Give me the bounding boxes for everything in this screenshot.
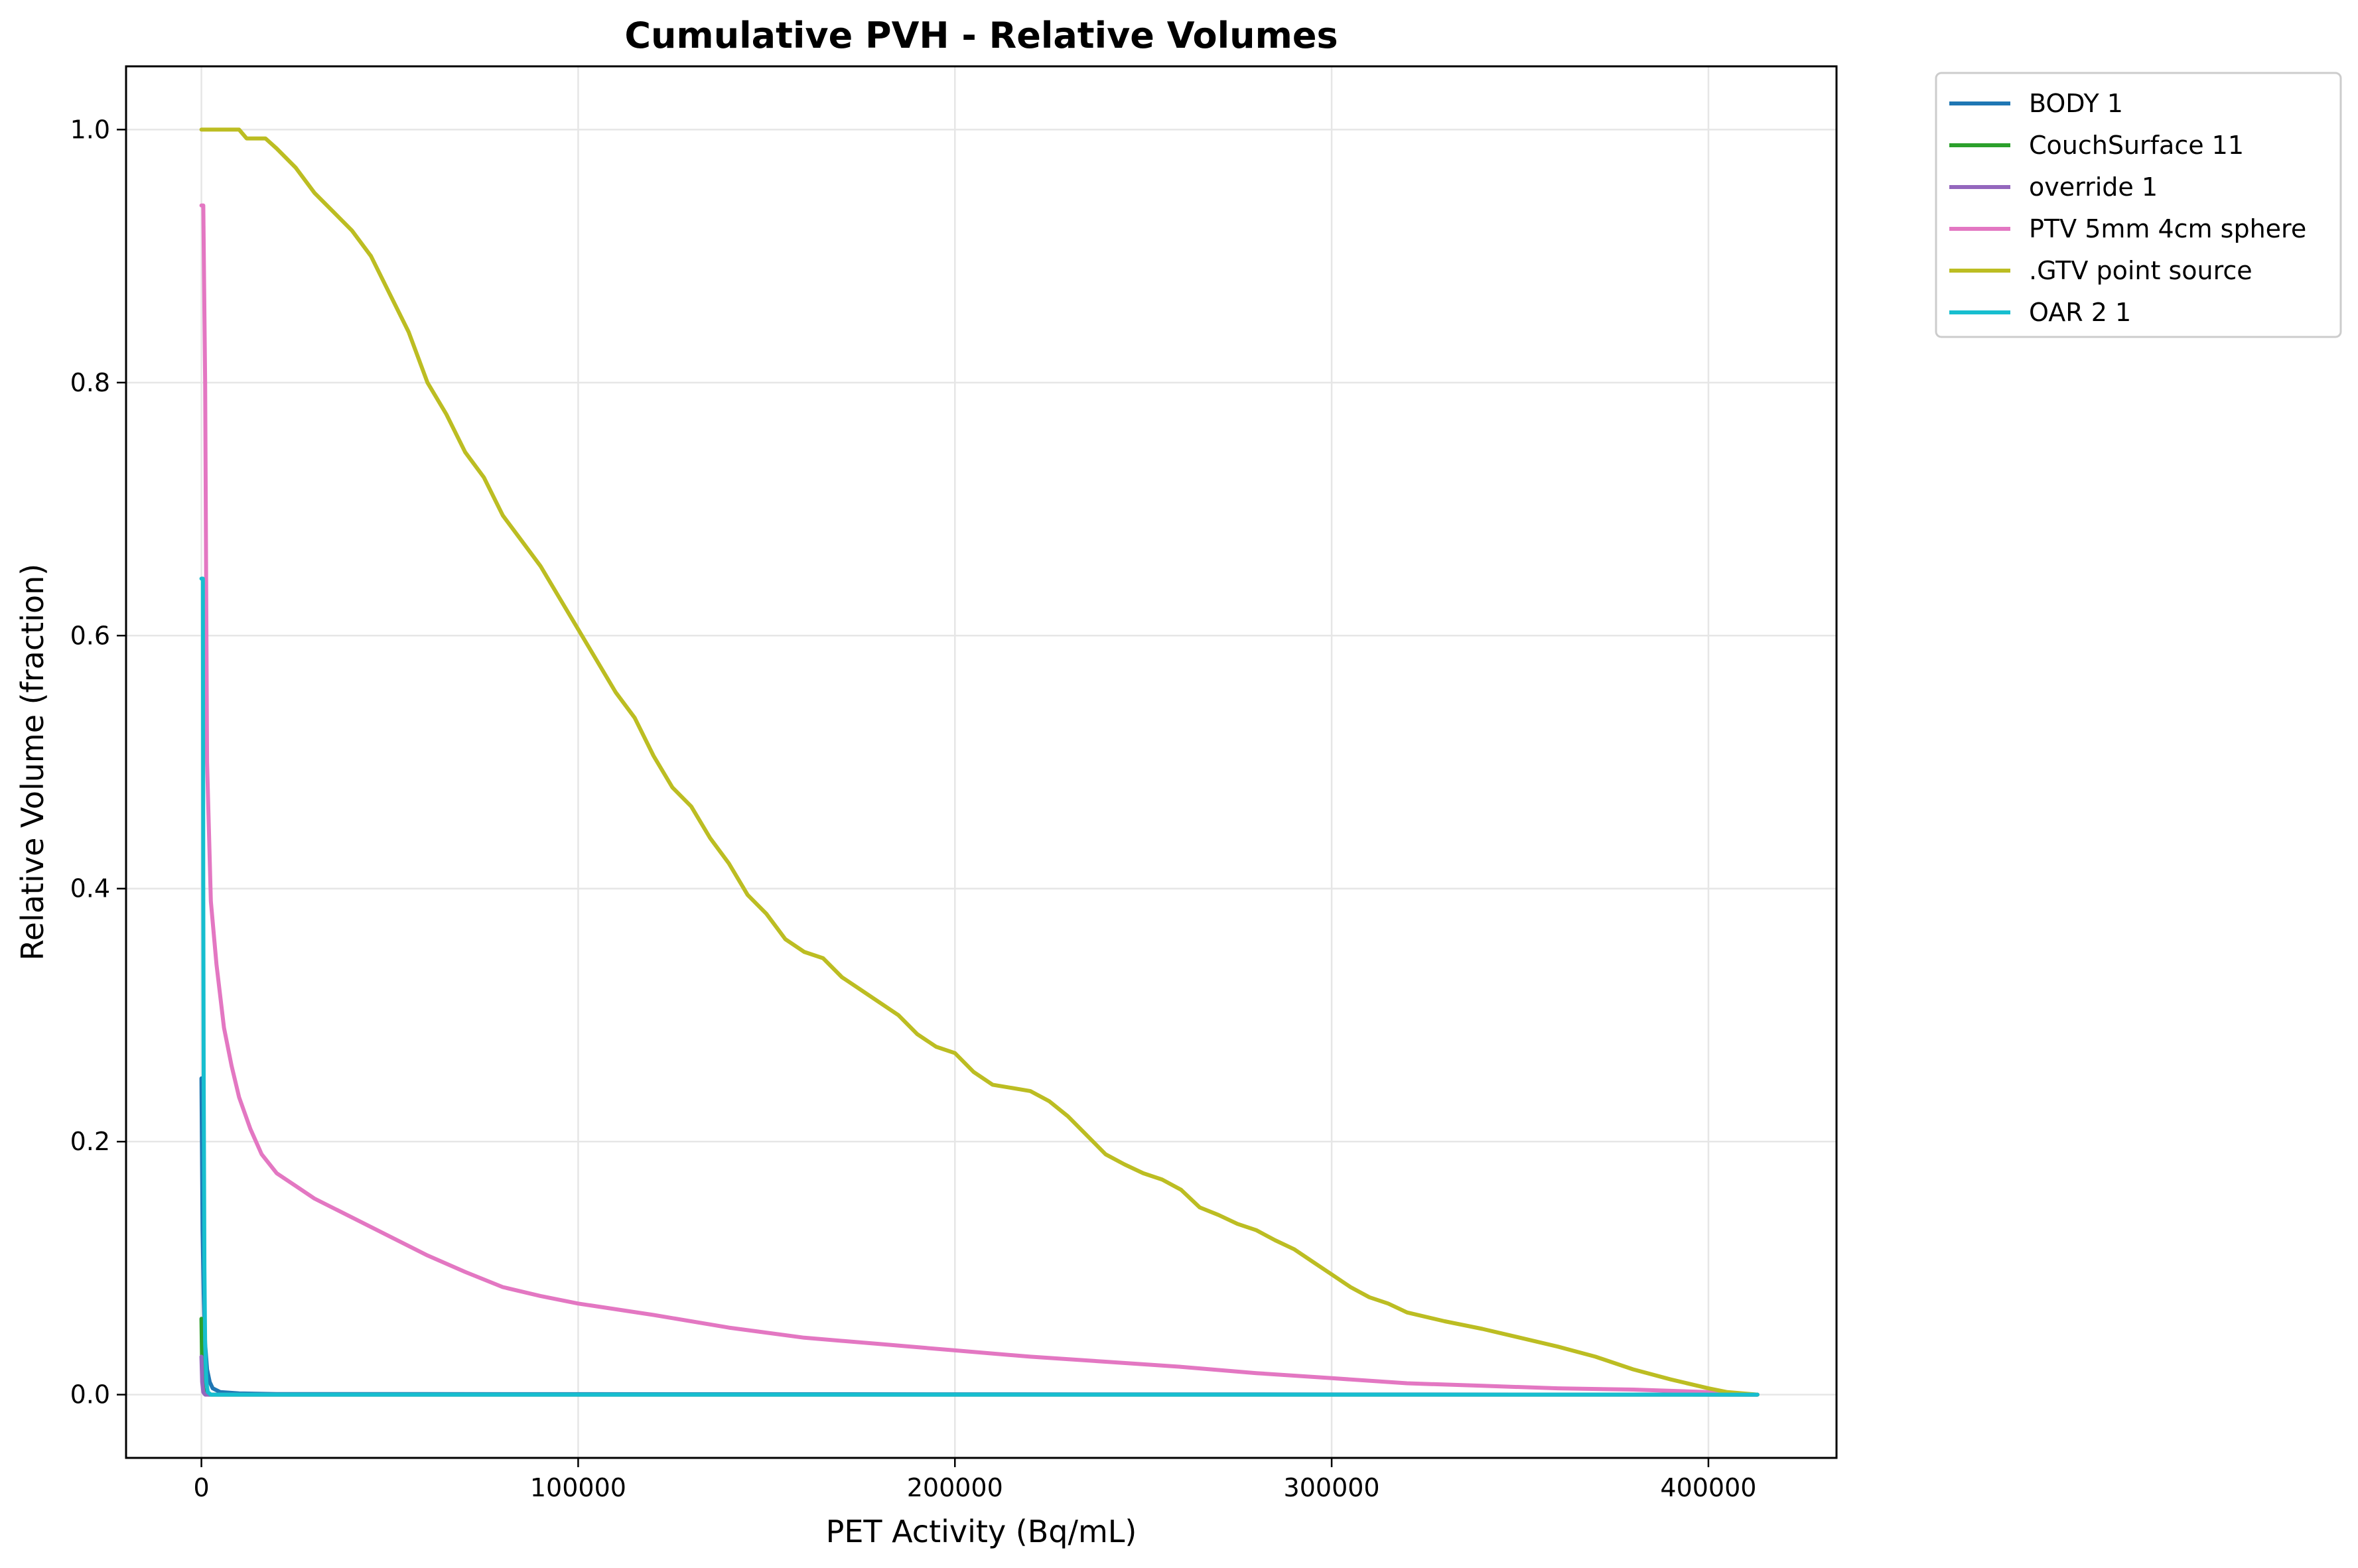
x-tick-label: 400000: [1660, 1473, 1756, 1502]
legend-label-body-1: BODY 1: [2029, 89, 2123, 118]
legend-label-ptv-5mm-4cm-sphere: PTV 5mm 4cm sphere: [2029, 214, 2306, 243]
y-tick-label: 0.4: [70, 874, 110, 903]
x-tick-label: 100000: [530, 1473, 626, 1502]
legend: BODY 1 CouchSurface 11 override 1 PTV 5mm 4…: [1935, 72, 2342, 338]
y-tick-label: 0.2: [70, 1127, 110, 1156]
x-tick-label: 0: [193, 1473, 209, 1502]
y-tick-label: 0.8: [70, 368, 110, 397]
x-tick-label: 300000: [1284, 1473, 1380, 1502]
grid: [126, 66, 1837, 1458]
y-tick-label: 1.0: [70, 115, 110, 144]
series-lines: [199, 127, 1760, 1397]
legend-label-couchsurface-11: CouchSurface 11: [2029, 131, 2244, 160]
series-line-ptv-5mm-4cm-sphere: [199, 203, 1760, 1397]
series-line-oar-2-1: [199, 576, 1760, 1397]
y-axis-label: Relative Volume (fraction): [15, 564, 50, 960]
axis-ticks: 0 100000 200000 300000 400000 0.0 0.2 0.4 0.6 0.8…: [70, 115, 1757, 1502]
plot-frame: [125, 65, 1838, 1459]
chart-title: Cumulative PVH - Relative Volumes: [624, 15, 1338, 56]
series-line-gtv-point-source: [199, 127, 1760, 1397]
y-tick-label: 0.0: [70, 1380, 110, 1409]
legend-label-gtv-point-source: .GTV point source: [2029, 256, 2253, 285]
legend-label-oar-2-1: OAR 2 1: [2029, 298, 2131, 327]
legend-frame: [1935, 72, 2342, 338]
legend-label-override-1: override 1: [2029, 172, 2158, 202]
x-tick-label: 200000: [907, 1473, 1003, 1502]
x-axis-label: PET Activity (Bq/mL): [826, 1514, 1137, 1549]
y-tick-label: 0.6: [70, 621, 110, 650]
